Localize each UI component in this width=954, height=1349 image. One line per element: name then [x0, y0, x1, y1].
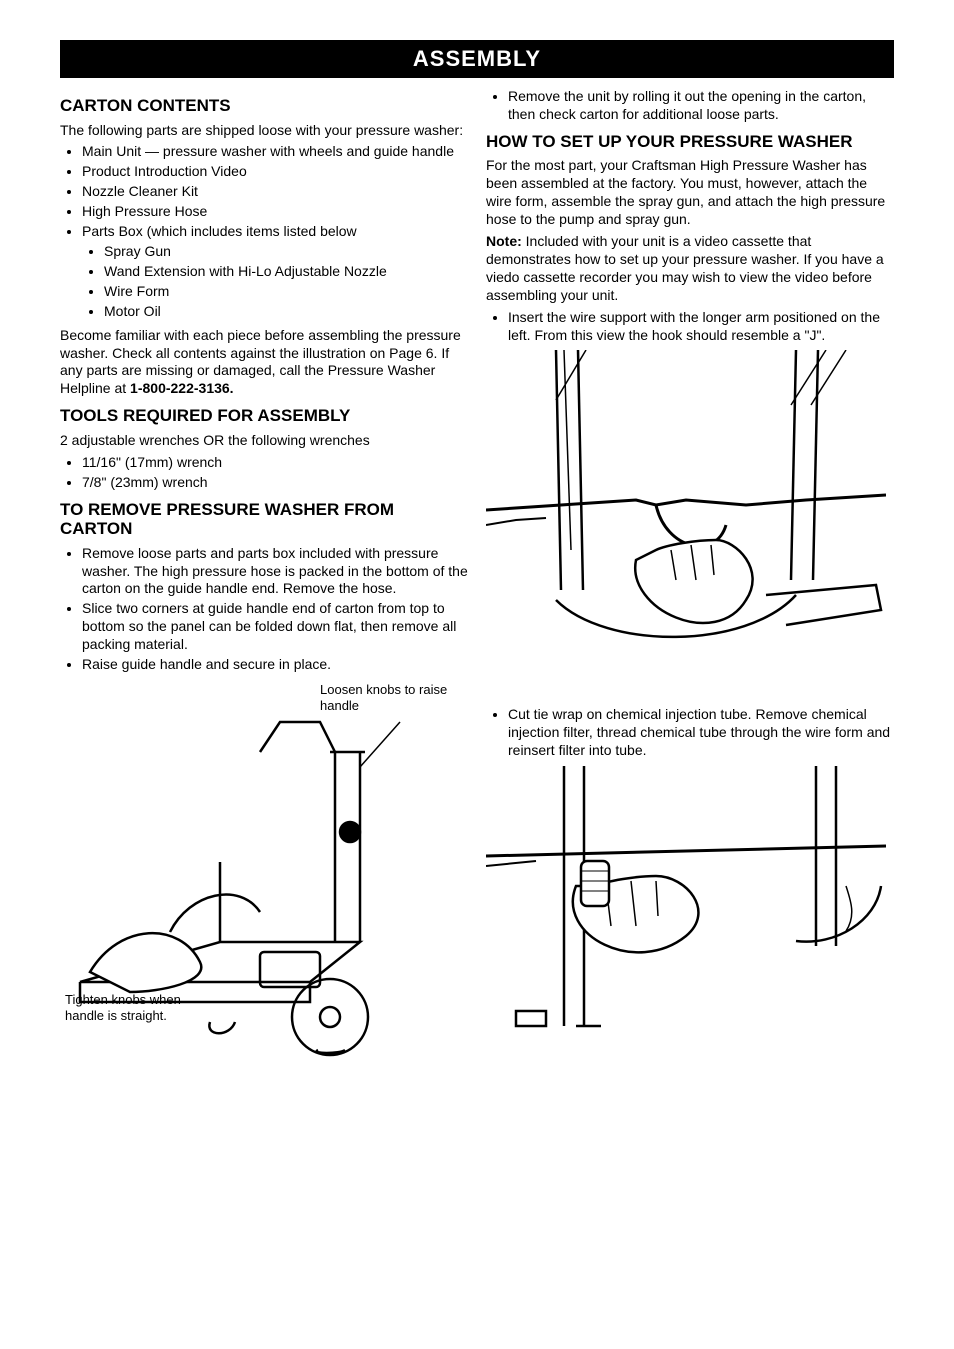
list-item: Wire Form	[104, 283, 468, 301]
list-item: Main Unit — pressure washer with wheels …	[82, 143, 468, 161]
list-item: Remove loose parts and parts box include…	[82, 545, 468, 599]
heading-tools-required: TOOLS REQUIRED FOR ASSEMBLY	[60, 406, 468, 426]
list-item: Nozzle Cleaner Kit	[82, 183, 468, 201]
familiar-body: Become familiar with each piece before a…	[60, 327, 461, 397]
parts-box-sublist: Spray Gun Wand Extension with Hi-Lo Adju…	[82, 243, 468, 321]
left-column: CARTON CONTENTS The following parts are …	[60, 88, 468, 1070]
list-item: Wand Extension with Hi-Lo Adjustable Noz…	[104, 263, 468, 281]
note-prefix: Note:	[486, 233, 522, 249]
section-banner: ASSEMBLY	[60, 40, 894, 78]
list-item-text: Parts Box (which includes items listed b…	[82, 223, 357, 239]
right-column-continuation-bullet: Remove the unit by rolling it out the op…	[486, 88, 894, 124]
list-item: Cut tie wrap on chemical injection tube.…	[508, 706, 894, 760]
figure-handle-knobs: Loosen knobs to raise handle Tighten kno…	[60, 682, 468, 1062]
label-loosen-knobs: Loosen knobs to raise handle	[320, 682, 460, 713]
chemical-tube-illustration-svg	[486, 766, 886, 1046]
list-item: High Pressure Hose	[82, 203, 468, 221]
setup-intro-text: For the most part, your Craftsman High P…	[486, 157, 894, 229]
list-item: 11/16" (17mm) wrench	[82, 454, 468, 472]
wire-support-illustration-svg	[486, 350, 886, 700]
list-item: Parts Box (which includes items listed b…	[82, 223, 468, 321]
heading-carton-contents: CARTON CONTENTS	[60, 96, 468, 116]
right-column: Remove the unit by rolling it out the op…	[486, 88, 894, 1070]
list-item: Spray Gun	[104, 243, 468, 261]
list-item: Product Introduction Video	[82, 163, 468, 181]
tools-intro-text: 2 adjustable wrenches OR the following w…	[60, 432, 468, 450]
list-item: Remove the unit by rolling it out the op…	[508, 88, 894, 124]
setup-step2-list: Cut tie wrap on chemical injection tube.…	[486, 706, 894, 760]
figure-wire-support-j: LONG ARM SHORT ARM	[486, 350, 894, 700]
label-tighten-knobs: Tighten knobs when handle is straight.	[65, 992, 185, 1023]
list-item: Insert the wire support with the longer …	[508, 309, 894, 345]
figure-chemical-tube	[486, 766, 894, 1046]
setup-note: Note: Included with your unit is a video…	[486, 233, 894, 305]
familiar-text: Become familiar with each piece before a…	[60, 327, 468, 399]
helpline-phone: 1-800-222-3136.	[130, 380, 234, 396]
heading-remove-from-carton: TO REMOVE PRESSURE WASHER FROM CARTON	[60, 500, 468, 539]
two-column-layout: CARTON CONTENTS The following parts are …	[60, 88, 894, 1070]
list-item: Motor Oil	[104, 303, 468, 321]
remove-steps-list: Remove loose parts and parts box include…	[60, 545, 468, 674]
heading-how-to-set-up: HOW TO SET UP YOUR PRESSURE WASHER	[486, 132, 894, 152]
carton-contents-list: Main Unit — pressure washer with wheels …	[60, 143, 468, 320]
carton-intro-text: The following parts are shipped loose wi…	[60, 122, 468, 140]
list-item: Slice two corners at guide handle end of…	[82, 600, 468, 654]
tools-list: 11/16" (17mm) wrench 7/8" (23mm) wrench	[60, 454, 468, 492]
list-item: Raise guide handle and secure in place.	[82, 656, 468, 674]
setup-step1-list: Insert the wire support with the longer …	[486, 309, 894, 345]
note-body: Included with your unit is a video casse…	[486, 233, 884, 303]
list-item: 7/8" (23mm) wrench	[82, 474, 468, 492]
